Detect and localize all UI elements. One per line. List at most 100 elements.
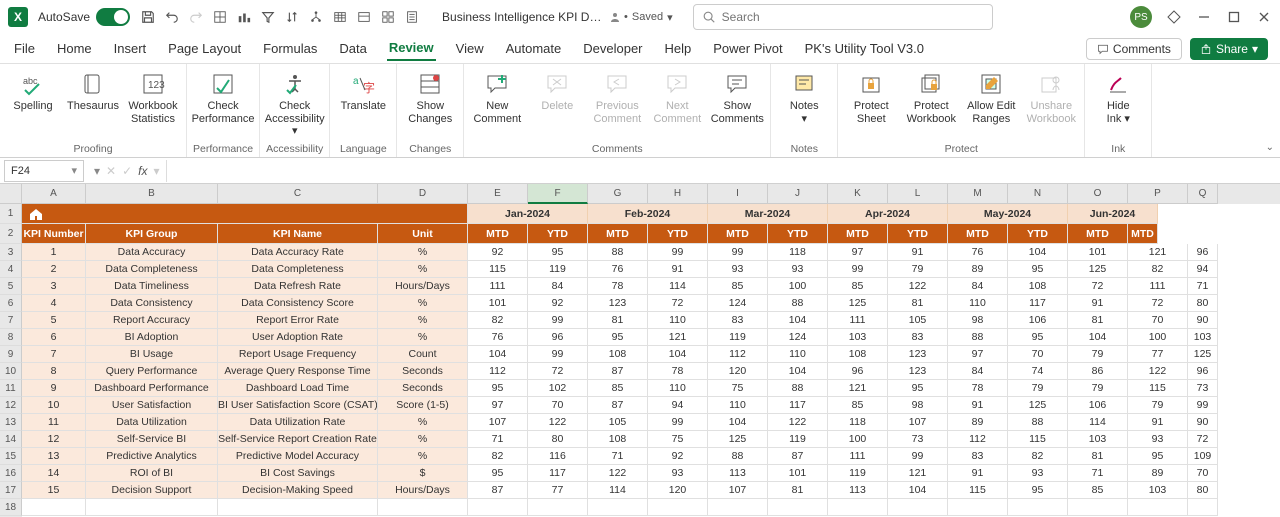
ribbon-thesaurus[interactable]: Thesaurus	[66, 68, 120, 143]
cell[interactable]: 85	[588, 380, 648, 397]
cell[interactable]: 122	[888, 278, 948, 295]
cell[interactable]: 117	[528, 465, 588, 482]
cell[interactable]: 104	[648, 346, 708, 363]
cell[interactable]: 87	[588, 397, 648, 414]
cell[interactable]: 82	[1008, 448, 1068, 465]
cell[interactable]: 90	[1188, 312, 1218, 329]
tab-formulas[interactable]: Formulas	[261, 37, 319, 60]
cancel-icon[interactable]: ✕	[106, 164, 116, 178]
cell[interactable]: 91	[648, 261, 708, 278]
tab-review[interactable]: Review	[387, 36, 436, 61]
cell[interactable]: %	[378, 312, 468, 329]
cell[interactable]: 96	[828, 363, 888, 380]
cell[interactable]: Dashboard Performance	[86, 380, 218, 397]
cell[interactable]: 99	[648, 244, 708, 261]
cell[interactable]: 92	[528, 295, 588, 312]
cell[interactable]: Decision Support	[86, 482, 218, 499]
cell[interactable]: 78	[948, 380, 1008, 397]
cell[interactable]: 103	[1188, 329, 1218, 346]
cell[interactable]: Query Performance	[86, 363, 218, 380]
cell[interactable]	[468, 499, 528, 516]
cell[interactable]: 79	[888, 261, 948, 278]
cell[interactable]: 109	[1188, 448, 1218, 465]
cell[interactable]: 117	[768, 397, 828, 414]
cell[interactable]: Self-Service BI	[86, 431, 218, 448]
cell[interactable]: 2	[22, 261, 86, 278]
tab-page-layout[interactable]: Page Layout	[166, 37, 243, 60]
cell[interactable]: 119	[768, 431, 828, 448]
column-header[interactable]: K	[828, 184, 888, 204]
fx-icon[interactable]: fx	[138, 164, 147, 178]
cell[interactable]: Report Usage Frequency	[218, 346, 378, 363]
cell[interactable]: 111	[828, 312, 888, 329]
cell[interactable]: Data Utilization	[86, 414, 218, 431]
cell[interactable]: Count	[378, 346, 468, 363]
cell[interactable]: Predictive Analytics	[86, 448, 218, 465]
cell[interactable]: 104	[768, 363, 828, 380]
cell[interactable]: 79	[1128, 397, 1188, 414]
cell[interactable]: 83	[888, 329, 948, 346]
cell[interactable]: 81	[1068, 312, 1128, 329]
name-box[interactable]: F24 ▾	[4, 160, 84, 182]
cell[interactable]: 99	[528, 346, 588, 363]
cell[interactable]	[378, 499, 468, 516]
cell[interactable]: Seconds	[378, 380, 468, 397]
cell[interactable]: 115	[1008, 431, 1068, 448]
maximize-icon[interactable]	[1226, 9, 1242, 25]
cell[interactable]	[86, 499, 218, 516]
cell[interactable]: 70	[1008, 346, 1068, 363]
cell[interactable]: 92	[468, 244, 528, 261]
cell[interactable]: 3	[22, 278, 86, 295]
cell[interactable]: 119	[708, 329, 768, 346]
cell[interactable]: 93	[648, 465, 708, 482]
cell[interactable]: 95	[1128, 448, 1188, 465]
cell[interactable]: 78	[588, 278, 648, 295]
cell[interactable]: 5	[22, 312, 86, 329]
chevron-down-icon[interactable]: ▾	[71, 164, 77, 177]
ribbon-hide-ink-[interactable]: HideInk ▾	[1091, 68, 1145, 143]
cell[interactable]: 119	[828, 465, 888, 482]
accept-icon[interactable]: ✓	[122, 164, 132, 178]
cell[interactable]: 70	[1128, 312, 1188, 329]
cell[interactable]: 81	[588, 312, 648, 329]
row-header[interactable]: 5	[0, 278, 22, 295]
column-header[interactable]: E	[468, 184, 528, 204]
cell[interactable]: 71	[468, 431, 528, 448]
cell[interactable]: 98	[948, 312, 1008, 329]
cell[interactable]: 79	[1068, 380, 1128, 397]
row-header[interactable]: 4	[0, 261, 22, 278]
cell[interactable]: 76	[588, 261, 648, 278]
ribbon-notes-[interactable]: Notes▾	[777, 68, 831, 143]
cell[interactable]	[768, 499, 828, 516]
cell[interactable]: 95	[468, 465, 528, 482]
cell[interactable]: %	[378, 431, 468, 448]
cell[interactable]: 122	[1128, 363, 1188, 380]
cell[interactable]: 112	[468, 363, 528, 380]
row-header[interactable]: 7	[0, 312, 22, 329]
cell[interactable]: Data Timeliness	[86, 278, 218, 295]
cell[interactable]: BI Usage	[86, 346, 218, 363]
cell[interactable]: 85	[1068, 482, 1128, 499]
cell[interactable]: 125	[1188, 346, 1218, 363]
cell[interactable]: Data Accuracy Rate	[218, 244, 378, 261]
column-header[interactable]: H	[648, 184, 708, 204]
cell[interactable]: 13	[22, 448, 86, 465]
cell[interactable]: 104	[468, 346, 528, 363]
cell[interactable]: Data Utilization Rate	[218, 414, 378, 431]
row-header[interactable]: 1	[0, 204, 22, 224]
close-icon[interactable]	[1256, 9, 1272, 25]
pivot-chart-icon[interactable]	[236, 9, 252, 25]
cell[interactable]: 95	[1008, 482, 1068, 499]
cell[interactable]: Predictive Model Accuracy	[218, 448, 378, 465]
cell[interactable]: 88	[708, 448, 768, 465]
cell[interactable]	[528, 499, 588, 516]
cell[interactable]: 121	[828, 380, 888, 397]
cell[interactable]: 111	[828, 448, 888, 465]
cell[interactable]	[708, 499, 768, 516]
cell[interactable]: 123	[888, 346, 948, 363]
cell[interactable]: 104	[1008, 244, 1068, 261]
cell[interactable]: 10	[22, 397, 86, 414]
redo-icon[interactable]	[188, 9, 204, 25]
tab-file[interactable]: File	[12, 37, 37, 60]
cell[interactable]: 108	[828, 346, 888, 363]
